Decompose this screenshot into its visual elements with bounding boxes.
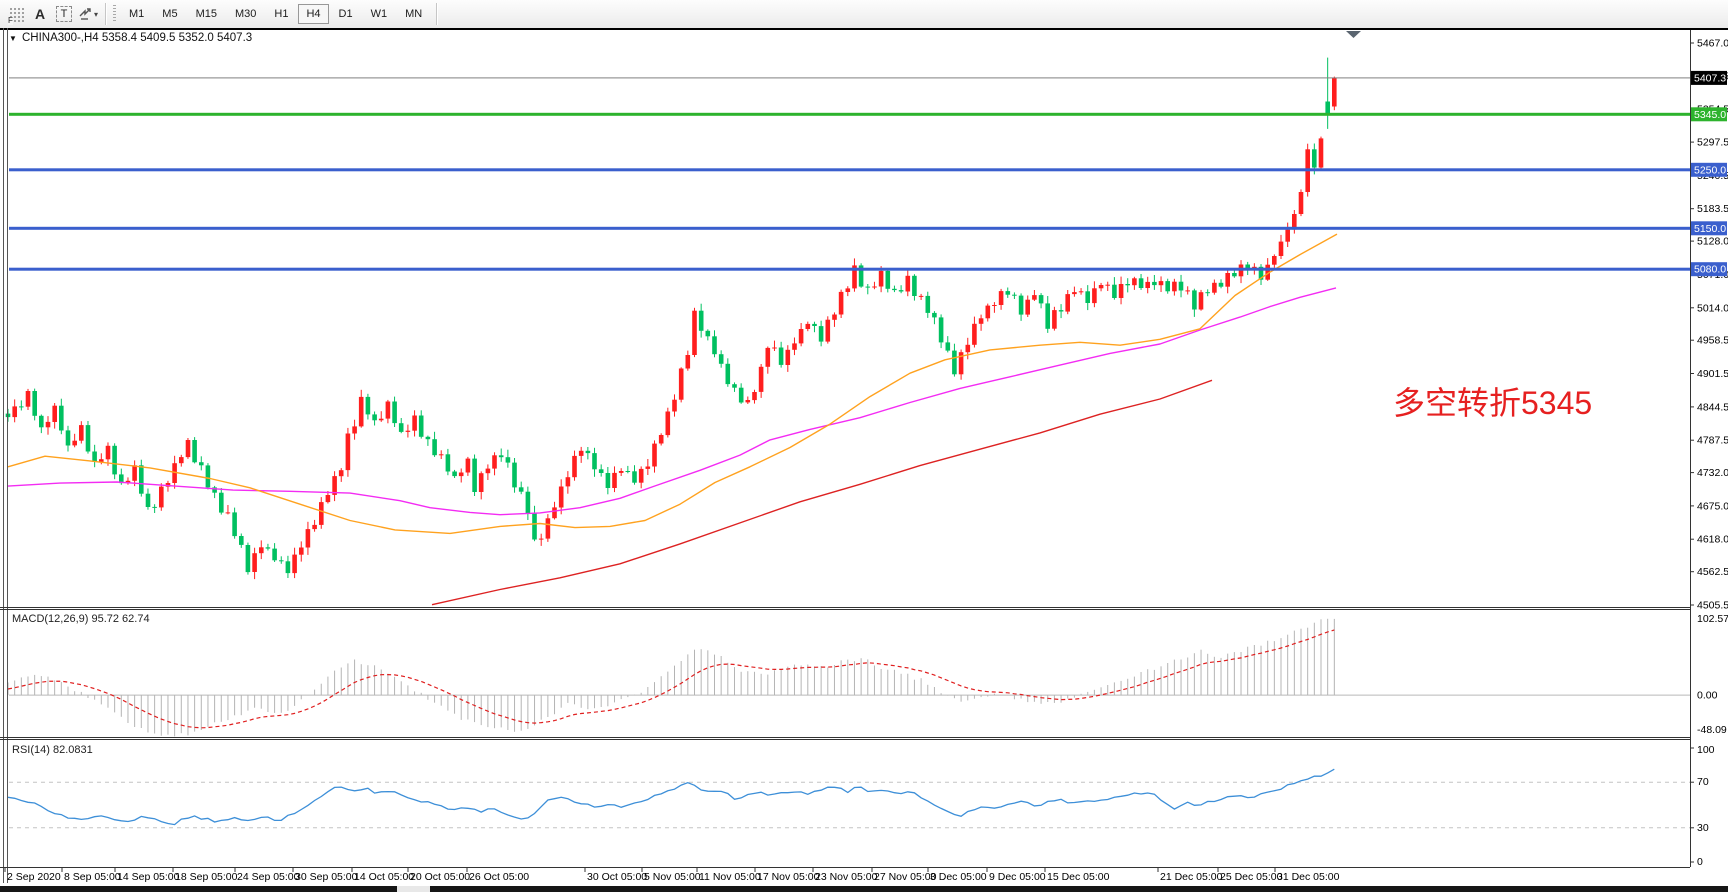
svg-text:30 Oct 05:00: 30 Oct 05:00: [587, 871, 647, 883]
rsi-panel: [7, 768, 1690, 829]
hline-line: [9, 168, 1690, 172]
svg-text:3 Dec 05:00: 3 Dec 05:00: [930, 871, 987, 883]
svg-text:5467.0: 5467.0: [1697, 38, 1728, 50]
panel-borders: [0, 28, 1728, 883]
timeframe-m5-button[interactable]: M5: [162, 8, 178, 20]
chart-annotation-text: 多空转折5345: [1393, 385, 1592, 421]
svg-text:30: 30: [1697, 822, 1709, 834]
svg-text:4675.0: 4675.0: [1697, 500, 1728, 512]
svg-text:5250.0: 5250.0: [1694, 164, 1726, 176]
horizontal-price-lines[interactable]: [9, 77, 1690, 271]
svg-text:14 Sep 05:00: 14 Sep 05:00: [117, 871, 180, 883]
svg-text:0.00: 0.00: [1697, 690, 1718, 702]
timeframe-m15-button[interactable]: M15: [195, 8, 217, 20]
timeframe-m1-button[interactable]: M1: [129, 8, 145, 20]
svg-text:4901.5: 4901.5: [1697, 368, 1728, 380]
svg-text:8 Sep 05:00: 8 Sep 05:00: [64, 871, 121, 883]
svg-text:26 Oct 05:00: 26 Oct 05:00: [469, 871, 529, 883]
expert-grid-icon[interactable]: F: [5, 3, 27, 25]
text-box-icon[interactable]: T: [53, 3, 75, 25]
svg-text:21 Dec 05:00: 21 Dec 05:00: [1160, 871, 1223, 883]
rsi-line: [7, 768, 1335, 826]
svg-text:5183.5: 5183.5: [1697, 203, 1728, 215]
svg-text:4562.5: 4562.5: [1697, 566, 1728, 578]
timeframe-h1-button[interactable]: H1: [274, 8, 289, 20]
grid-f-label: F: [8, 16, 13, 25]
hline-line: [9, 112, 1690, 116]
timeframe-h4-button[interactable]: H4: [298, 4, 329, 24]
svg-text:4732.0: 4732.0: [1697, 467, 1728, 479]
price-badge: [1691, 162, 1727, 177]
timeframe-d1-button[interactable]: D1: [338, 8, 353, 20]
toolbar-separator: [105, 3, 106, 25]
svg-text:5297.5: 5297.5: [1697, 137, 1728, 149]
price-axis[interactable]: 5467.05410.55354.55297.55240.55183.55128…: [1690, 38, 1728, 869]
svg-text:102.57: 102.57: [1697, 613, 1728, 625]
timeframe-m30-button[interactable]: M30: [234, 8, 257, 20]
svg-text:15 Dec 05:00: 15 Dec 05:00: [1047, 871, 1110, 883]
price-badge: [1691, 262, 1727, 277]
svg-text:17 Nov 05:00: 17 Nov 05:00: [757, 871, 820, 883]
svg-text:0: 0: [1697, 856, 1703, 868]
macd-panel: [7, 618, 1690, 737]
svg-text:30 Sep 05:00: 30 Sep 05:00: [295, 871, 358, 883]
macd-indicator-label: MACD(12,26,9) 95.72 62.74: [12, 613, 150, 625]
price-badge: [1691, 221, 1727, 236]
svg-text:9 Dec 05:00: 9 Dec 05:00: [989, 871, 1046, 883]
svg-text:23 Nov 05:00: 23 Nov 05:00: [815, 871, 878, 883]
svg-text:-48.09: -48.09: [1697, 724, 1727, 736]
svg-text:5407.3: 5407.3: [1694, 72, 1726, 84]
svg-text:4787.5: 4787.5: [1697, 435, 1728, 447]
chart-title-ohlc: CHINA300-,H4 5358.4 5409.5 5352.0 5407.3: [22, 32, 252, 44]
text-label-icon[interactable]: A: [34, 6, 46, 22]
diagonal-arrows-icon: [79, 8, 91, 20]
dropdown-caret-icon: ▾: [93, 9, 98, 19]
svg-text:20 Oct 05:00: 20 Oct 05:00: [410, 871, 470, 883]
rsi-indicator-label: RSI(14) 82.0831: [12, 744, 93, 756]
bottom-window-edge: [0, 883, 1728, 892]
toolbar-separator: [436, 3, 438, 25]
svg-text:5014.0: 5014.0: [1697, 302, 1728, 314]
svg-text:31 Dec 05:00: 31 Dec 05:00: [1277, 871, 1340, 883]
svg-text:4844.5: 4844.5: [1697, 401, 1728, 413]
svg-text:4618.0: 4618.0: [1697, 534, 1728, 546]
svg-text:4505.5: 4505.5: [1697, 600, 1728, 612]
arrows-icon[interactable]: ▾: [77, 3, 99, 25]
svg-text:18 Sep 05:00: 18 Sep 05:00: [175, 871, 238, 883]
chart-background: [0, 28, 1728, 892]
hline-line: [9, 267, 1690, 271]
toolbar: F A T ▾ M1 M5 M15 M30 H1 H4 D1 W1 MN: [0, 0, 1728, 28]
svg-text:100: 100: [1697, 744, 1715, 756]
svg-text:25 Dec 05:00: 25 Dec 05:00: [1220, 871, 1283, 883]
symbol-dropdown-icon[interactable]: ▼: [9, 34, 17, 43]
text-t-glyph: T: [56, 6, 72, 22]
svg-text:11 Nov 05:00: 11 Nov 05:00: [699, 871, 761, 883]
svg-text:27 Nov 05:00: 27 Nov 05:00: [874, 871, 937, 883]
svg-text:4958.5: 4958.5: [1697, 335, 1728, 347]
svg-text:24 Sep 05:00: 24 Sep 05:00: [237, 871, 300, 883]
price-badge: [1691, 107, 1727, 122]
svg-text:5080.0: 5080.0: [1694, 264, 1726, 276]
svg-text:70: 70: [1697, 776, 1709, 788]
svg-text:5150.0: 5150.0: [1694, 223, 1726, 235]
macd-signal-line: [7, 629, 1335, 729]
timeframe-w1-button[interactable]: W1: [370, 8, 388, 20]
price-badge: [1691, 70, 1727, 85]
svg-text:5 Nov 05:00: 5 Nov 05:00: [644, 871, 701, 883]
svg-text:5128.0: 5128.0: [1697, 236, 1728, 248]
hline-line: [9, 226, 1690, 230]
current-price-line: [9, 77, 1690, 79]
toolbar-drag-grip[interactable]: [113, 5, 116, 23]
chart-shift-marker-icon[interactable]: [1346, 31, 1361, 38]
svg-text:14 Oct 05:00: 14 Oct 05:00: [354, 871, 414, 883]
svg-text:5345.0: 5345.0: [1694, 109, 1726, 121]
timeframe-mn-button[interactable]: MN: [405, 8, 423, 20]
svg-text:2 Sep 2020: 2 Sep 2020: [7, 871, 61, 883]
grid-dots-icon: F: [8, 6, 24, 25]
moving-averages: [7, 233, 1338, 606]
